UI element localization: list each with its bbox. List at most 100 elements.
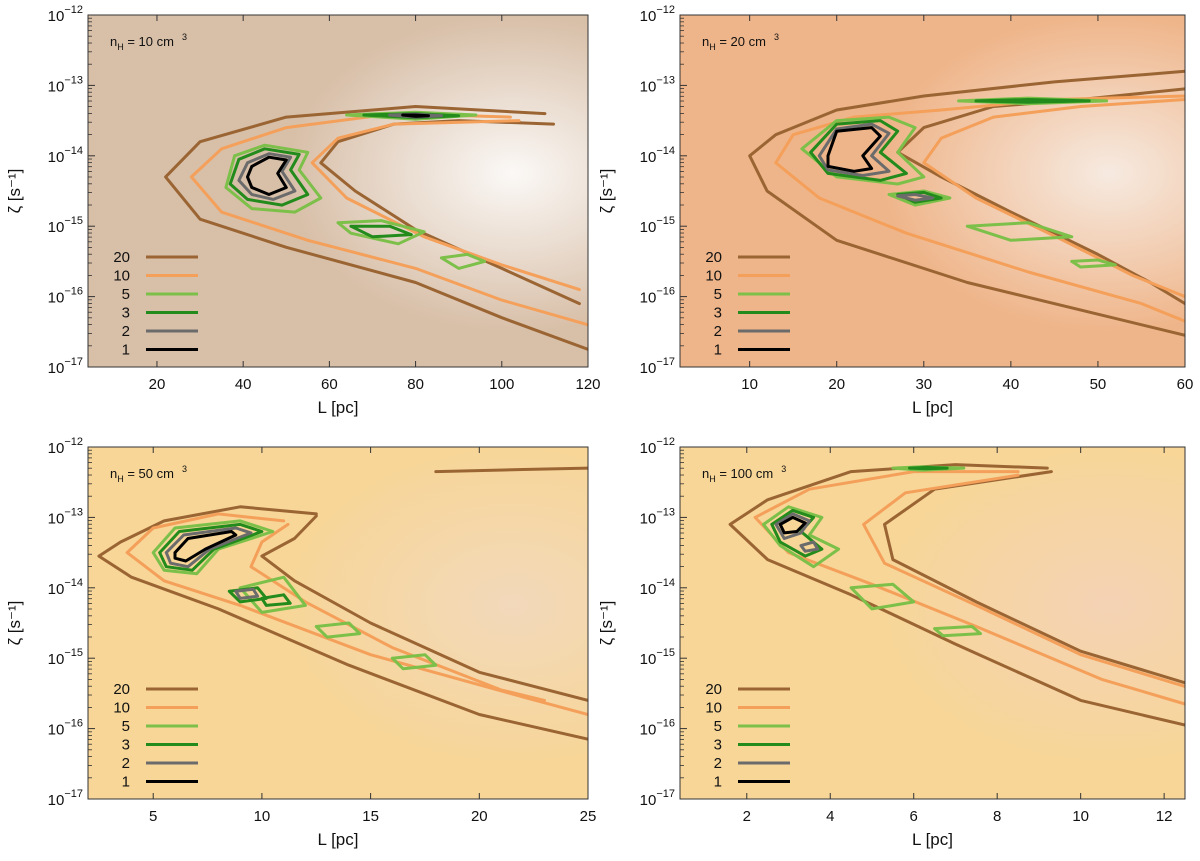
- legend-label: 1: [714, 774, 722, 791]
- x-tick-label: 6: [910, 808, 918, 825]
- contour-level-5: [762, 505, 841, 569]
- y-tick-label: 10−15: [48, 647, 83, 668]
- contour-level-1: [173, 530, 238, 563]
- contour-level-10: [310, 119, 581, 292]
- legend-label: 5: [122, 286, 130, 303]
- plot-glow: [680, 447, 1185, 799]
- y-tick-label: 10−12: [48, 4, 83, 25]
- contour-level-5: [1070, 258, 1117, 269]
- contour-level-5: [314, 621, 362, 639]
- contour-level-2: [164, 526, 253, 569]
- legend-label: 3: [714, 737, 722, 754]
- legend-label: 2: [714, 323, 722, 340]
- x-tick-label: 12: [1156, 808, 1173, 825]
- y-tick-label: 10−13: [640, 74, 675, 95]
- contour-legend: 20 105 32 1: [705, 249, 790, 359]
- x-tick-label: 20: [471, 808, 488, 825]
- y-tick-label: 10−16: [640, 286, 675, 307]
- contour-level-20: [164, 105, 588, 351]
- y-tick-label: 10−14: [640, 145, 675, 166]
- contour-level-5: [965, 221, 1074, 242]
- x-axis-label: L [pc]: [912, 398, 953, 417]
- contour-level-1: [246, 155, 288, 196]
- contour-level-1: [778, 515, 807, 535]
- legend-label: 20: [705, 681, 722, 698]
- legend-label: 1: [714, 342, 722, 359]
- plot-frame: [679, 14, 1186, 368]
- y-tick-label: 10−14: [48, 577, 83, 598]
- x-tick-label: 40: [235, 376, 252, 393]
- y-tick-label: 10−16: [48, 286, 83, 307]
- x-tick-label: 10: [741, 376, 758, 393]
- y-tick-label: 10−13: [48, 74, 83, 95]
- x-tick-label: 15: [362, 808, 379, 825]
- density-label: nH = 100 cm 3: [702, 464, 786, 484]
- x-tick-label: 40: [1003, 376, 1020, 393]
- chart-panel-4: 2 4 6 8 10 1210−1710−1610−1510−1410−1310−12L …: [597, 436, 1186, 849]
- legend-label: 10: [705, 268, 722, 285]
- y-tick-label: 10−15: [640, 215, 675, 236]
- x-tick-label: 30: [915, 376, 932, 393]
- y-tick-label: 10−12: [640, 436, 675, 457]
- y-tick-label: 10−17: [48, 788, 83, 809]
- y-tick-label: 10−17: [48, 356, 83, 377]
- legend-label: 5: [714, 286, 722, 303]
- contour-legend: 20 105 32 1: [705, 681, 790, 791]
- legend-label: 5: [122, 718, 130, 735]
- x-tick-label: 80: [407, 376, 424, 393]
- chart-panel-2: 10 20 30 40 50 60 10−17 10−16 10−15 10−14 10−13 10−…: [597, 4, 1193, 417]
- contour-level-20: [260, 514, 588, 702]
- legend-label: 10: [705, 700, 722, 717]
- x-tick-label: 5: [149, 808, 157, 825]
- density-label: nH = 20 cm 3: [702, 32, 779, 52]
- y-tick-label: 10−12: [640, 4, 675, 25]
- y-tick-label: 10−15: [48, 215, 83, 236]
- y-axis-label: ζ [s⁻¹]: [597, 169, 616, 214]
- contour-level-2: [799, 540, 820, 553]
- x-tick-label: 25: [580, 808, 597, 825]
- contour-level-2: [896, 193, 934, 202]
- contour-level-10: [862, 473, 1185, 688]
- legend-label: 2: [714, 755, 722, 772]
- plot-frame: [87, 446, 589, 800]
- x-tick-label: 8: [993, 808, 1001, 825]
- plot-frame: [679, 446, 1186, 800]
- contour-level-5: [800, 115, 926, 186]
- y-tick-label: 10−12: [48, 436, 83, 457]
- y-tick-label: 10−16: [640, 718, 675, 739]
- y-tick-label: 10−15: [640, 647, 675, 668]
- plot-glow: [680, 15, 1185, 367]
- legend-label: 3: [714, 305, 722, 322]
- contour-level-5: [336, 219, 426, 246]
- contour-level-3: [770, 508, 824, 558]
- x-tick-label: 2: [743, 808, 751, 825]
- contour-level-2: [817, 122, 891, 177]
- contour-level-20: [97, 505, 588, 741]
- contour-level-1: [826, 126, 882, 173]
- x-tick-label: 100: [489, 376, 514, 393]
- contour-level-5: [933, 625, 982, 638]
- contour-level-5: [151, 519, 275, 576]
- y-tick-label: 10−13: [640, 506, 675, 527]
- contour-group: [728, 463, 1185, 727]
- y-axis-label: ζ [s⁻¹]: [597, 601, 616, 646]
- x-tick-label: 60: [321, 376, 338, 393]
- x-tick-label: 4: [826, 808, 834, 825]
- contour-group: [164, 105, 588, 351]
- contour-level-10: [189, 112, 588, 327]
- legend-label: 3: [122, 305, 130, 322]
- contour-legend: 20 105 32 1: [113, 249, 198, 359]
- contour-level-20: [434, 466, 588, 474]
- contour-level-2: [774, 512, 811, 540]
- y-tick-label: 10−14: [48, 145, 83, 166]
- contour-level-10: [125, 512, 588, 716]
- x-axis-label: L [pc]: [318, 830, 359, 849]
- legend-label: 1: [122, 774, 130, 791]
- legend-label: 5: [714, 718, 722, 735]
- contour-level-3: [158, 522, 264, 572]
- y-tick-label: 10−13: [48, 506, 83, 527]
- x-axis-label: L [pc]: [318, 398, 359, 417]
- legend-label: 20: [705, 249, 722, 266]
- legend-label: 2: [122, 323, 130, 340]
